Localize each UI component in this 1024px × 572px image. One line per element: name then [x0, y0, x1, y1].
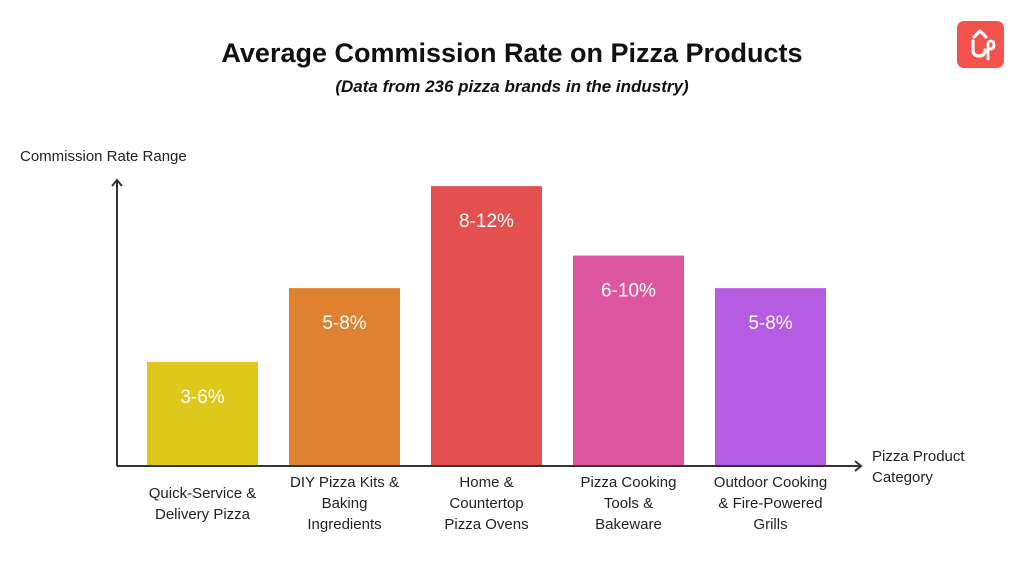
category-label: Quick-Service & Delivery Pizza: [149, 485, 257, 523]
x-axis-label: Pizza Product Category: [872, 448, 969, 486]
category-label: Outdoor Cooking & Fire-Powered Grills: [714, 474, 827, 533]
category-label-line: Grills: [753, 516, 787, 533]
bar: [715, 288, 826, 466]
category-label-line: Baking: [322, 495, 368, 512]
category-label-line: Countertop: [449, 495, 523, 512]
category-label-line: Outdoor Cooking: [714, 474, 827, 491]
category-label-line: Delivery Pizza: [155, 506, 251, 523]
bar-value-label: 3-6%: [180, 387, 224, 408]
brand-logo-icon[interactable]: [957, 21, 1004, 68]
category-label-line: & Fire-Powered: [718, 495, 822, 512]
bar: [431, 186, 542, 466]
category-label: Pizza Cooking Tools & Bakeware: [581, 474, 677, 533]
category-label-line: Bakeware: [595, 516, 662, 533]
bar-value-label: 8-12%: [459, 211, 514, 232]
category-label-line: DIY Pizza Kits &: [290, 474, 399, 491]
bar-value-label: 5-8%: [748, 313, 792, 334]
chart-title: Average Commission Rate on Pizza Product…: [221, 38, 803, 68]
y-axis-label: Commission Rate Range: [20, 148, 187, 165]
x-axis-label-line: Pizza Product: [872, 448, 965, 465]
category-label-line: Quick-Service &: [149, 485, 257, 502]
up-arrow-icon: [971, 29, 996, 61]
bar-value-label: 6-10%: [601, 281, 656, 302]
chart-subtitle: (Data from 236 pizza brands in the indus…: [335, 77, 689, 96]
category-label-line: Pizza Cooking: [581, 474, 677, 491]
category-label-line: Tools &: [604, 495, 653, 512]
category-label-line: Home &: [459, 474, 513, 491]
category-label-line: Ingredients: [307, 516, 381, 533]
bar: [573, 255, 684, 466]
x-axis-label-line: Category: [872, 469, 933, 486]
bar: [289, 288, 400, 466]
bar: [147, 361, 258, 466]
category-label: DIY Pizza Kits & Baking Ingredients: [290, 474, 399, 533]
category-label-line: Pizza Ovens: [444, 516, 528, 533]
bar-value-label: 5-8%: [322, 313, 366, 334]
category-label: Home & Countertop Pizza Ovens: [444, 474, 528, 533]
